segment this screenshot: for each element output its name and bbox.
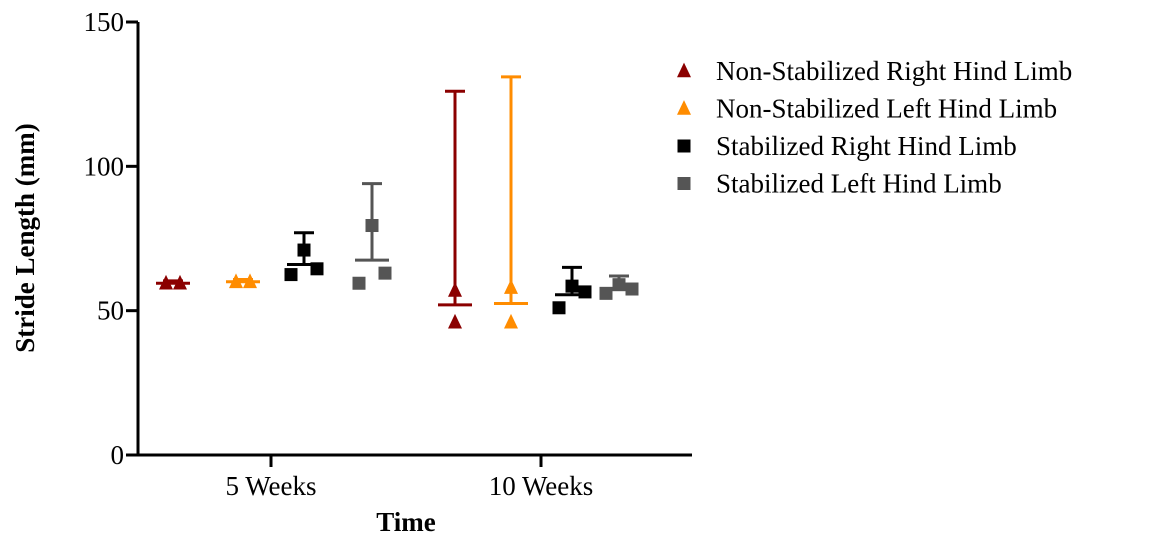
data-point [243,273,257,289]
data-point [599,286,613,300]
x-axis-title: Time [376,507,436,537]
data-point [173,274,187,290]
data-point [552,301,566,315]
data-point [504,313,518,329]
data-point [159,274,173,290]
legend-label: Non-Stabilized Left Hind Limb [716,94,1057,124]
x-tick-label: 5 Weeks [225,471,316,501]
y-tick-label: 150 [84,7,125,37]
data-point [677,62,691,78]
plot-area [156,75,639,329]
series-group [284,231,592,315]
series-group [226,75,528,329]
data-point [677,100,691,115]
legend: Non-Stabilized Right Hind Limb Non-Stabil… [677,56,1072,199]
data-point [677,177,691,190]
data-point [448,282,462,297]
x-ticks: 5 Weeks 10 Weeks [225,455,593,501]
y-ticks: 0 50 100 150 [84,7,138,470]
data-point [625,282,639,296]
data-point [612,278,626,292]
legend-label: Non-Stabilized Right Hind Limb [716,56,1072,86]
axes [136,22,692,457]
legend-label: Stabilized Left Hind Limb [716,169,1002,199]
data-point [565,279,579,293]
data-point [365,219,379,233]
data-point [378,266,392,280]
data-point [504,279,518,294]
data-point [229,273,243,289]
series-group [156,89,472,329]
data-point [310,262,324,276]
y-tick-label: 0 [111,440,125,470]
x-tick-label: 10 Weeks [489,471,594,501]
legend-label: Stabilized Right Hind Limb [716,131,1017,161]
series-group [352,182,639,300]
data-point [677,139,691,153]
data-point [352,276,366,290]
y-tick-label: 100 [84,151,125,181]
data-point [297,243,311,257]
data-point [284,268,298,282]
y-axis-title: Stride Length (mm) [10,123,40,352]
data-point [578,285,592,299]
data-point [448,313,462,329]
y-tick-label: 50 [97,296,124,326]
